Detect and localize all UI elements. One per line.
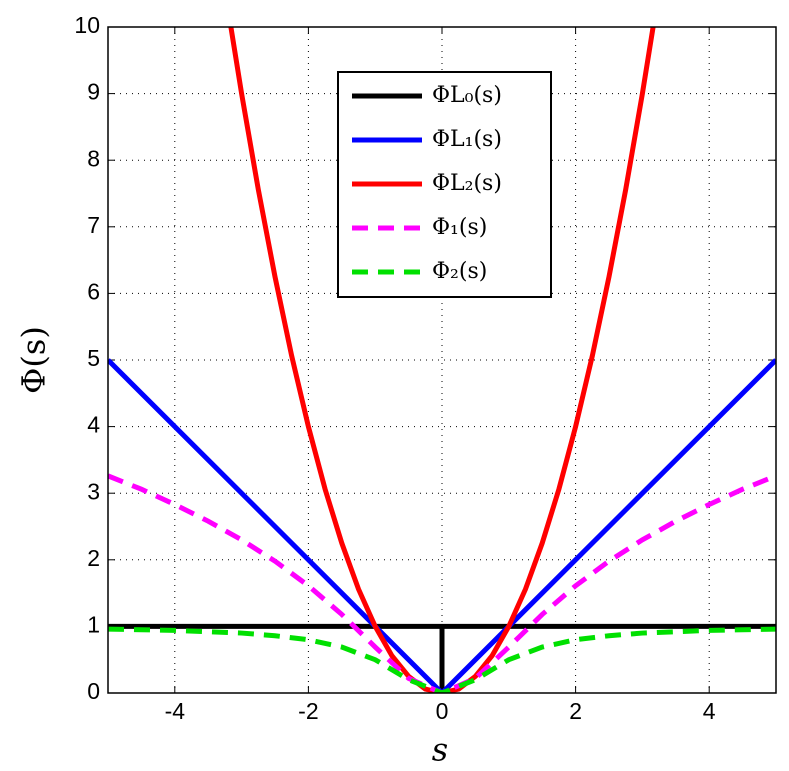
legend-label: Φ₁(s)	[432, 215, 487, 240]
series-line	[108, 358, 776, 693]
legend: ΦL₀(s) ΦL₁(s) ΦL₂(s) Φ₁(s) Φ₂(s)	[337, 71, 552, 298]
y-tick-label: 6	[87, 278, 100, 304]
x-axis-label: s	[432, 731, 448, 769]
legend-label: Φ₂(s)	[432, 259, 487, 284]
y-tick-label: 10	[74, 12, 100, 38]
series-line	[228, 27, 656, 693]
y-tick-label: 0	[87, 678, 100, 704]
y-tick-label: 3	[87, 478, 100, 504]
series-line	[108, 473, 776, 693]
series-line	[108, 623, 776, 693]
plot-frame	[107, 26, 777, 694]
y-tick-label: 2	[87, 545, 100, 571]
x-tick-label: -2	[298, 698, 318, 724]
y-tick-label: 8	[87, 145, 100, 171]
y-tick-label: 9	[87, 79, 100, 105]
x-tick-label: -4	[165, 698, 186, 724]
series-line	[108, 626, 776, 693]
y-axis-label: Φ(s)	[15, 326, 53, 394]
y-tick-label: 4	[87, 412, 100, 438]
x-tick-label: 4	[703, 698, 716, 724]
plot-area	[108, 27, 776, 693]
y-tick-label: 7	[87, 212, 100, 238]
y-tick-label: 5	[87, 345, 100, 371]
x-tick-label: 2	[569, 698, 582, 724]
x-tick-label: 0	[436, 698, 449, 724]
legend-label: ΦL₀(s)	[432, 83, 502, 108]
legend-label: ΦL₁(s)	[432, 127, 502, 152]
y-tick-label: 1	[87, 611, 100, 637]
legend-label: ΦL₂(s)	[432, 171, 502, 196]
